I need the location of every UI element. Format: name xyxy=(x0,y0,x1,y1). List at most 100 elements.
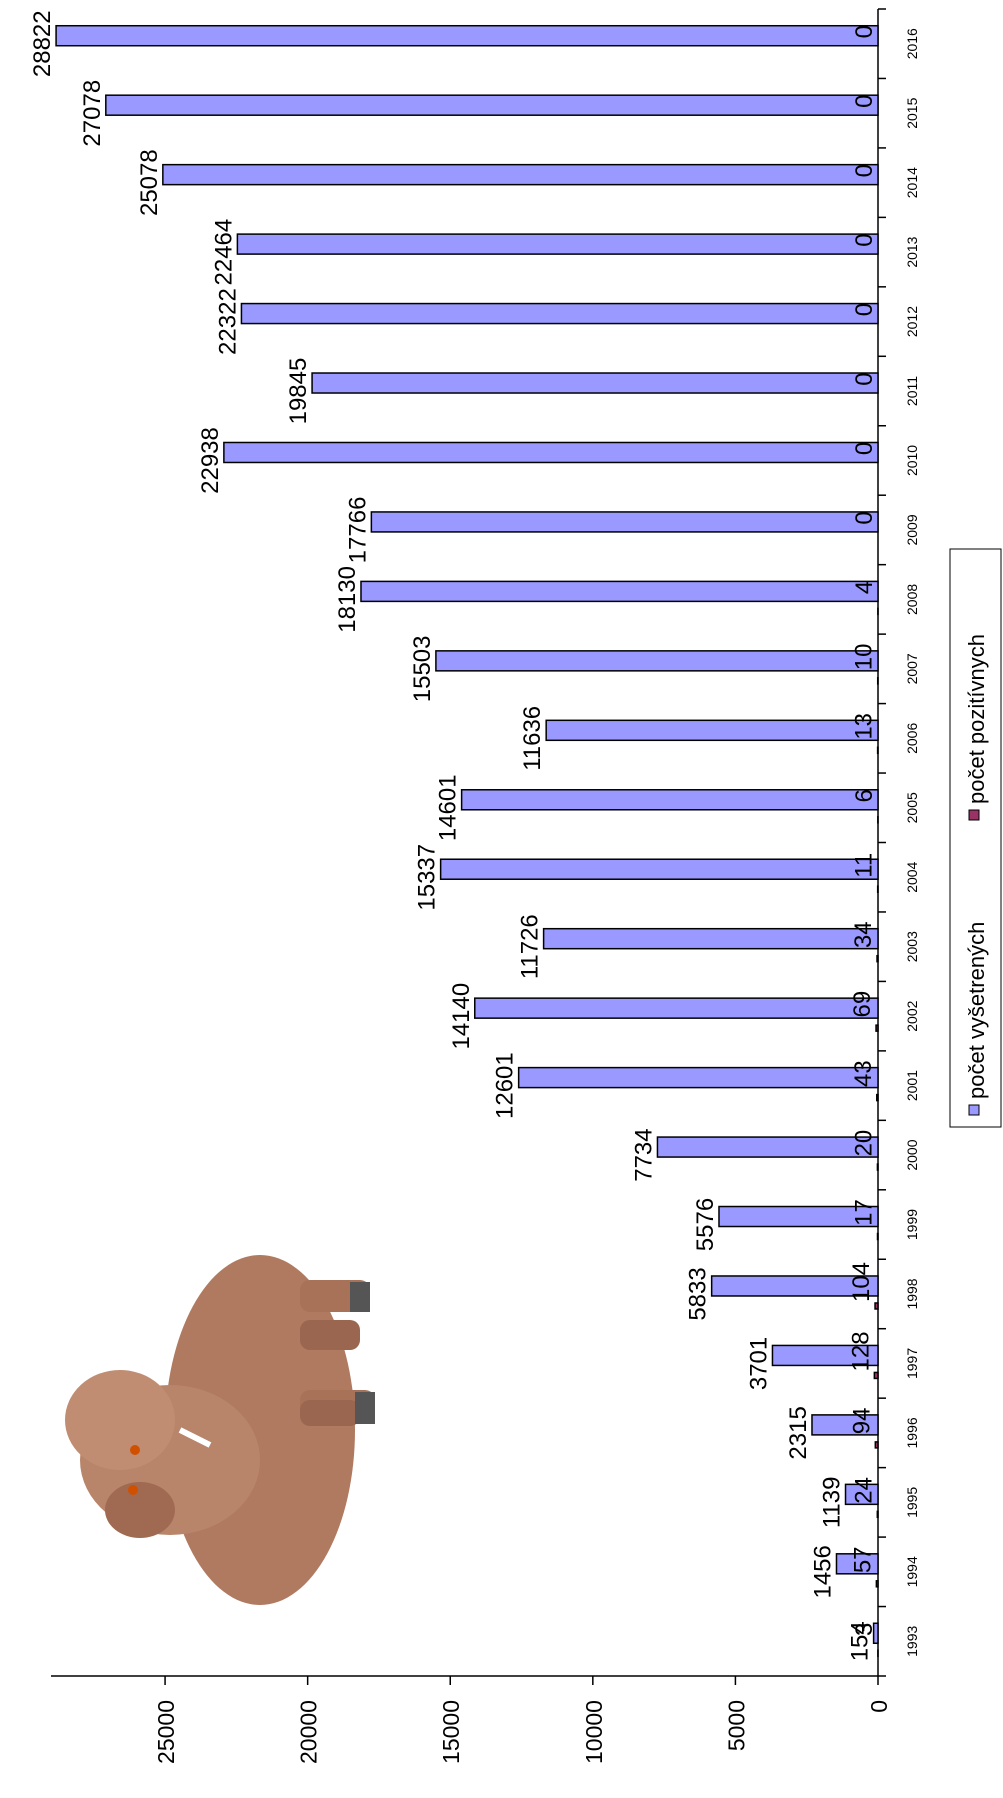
data-label: 14140 xyxy=(448,983,475,1050)
data-label: 5833 xyxy=(685,1267,712,1320)
data-label: 11636 xyxy=(519,706,546,771)
data-label: 14601 xyxy=(435,774,462,841)
y-tick-label: 10000 xyxy=(581,1700,607,1764)
y-tick-label: 15000 xyxy=(438,1700,464,1764)
data-label: 154 xyxy=(847,1621,874,1661)
data-label: 0 xyxy=(851,372,878,385)
bar xyxy=(240,302,879,325)
y-tick-label: 20000 xyxy=(296,1700,322,1764)
data-label: 0 xyxy=(851,233,878,246)
bar xyxy=(370,511,879,533)
data-label: 15337 xyxy=(414,844,441,911)
data-label: 24 xyxy=(850,1477,877,1504)
data-label: 43 xyxy=(850,1060,877,1087)
data-label: 57 xyxy=(849,1546,876,1573)
pig-illustration xyxy=(65,1255,375,1605)
data-label: 17 xyxy=(851,1199,878,1226)
data-label: 0 xyxy=(851,164,878,177)
data-label: 3701 xyxy=(745,1337,772,1390)
data-label: 128 xyxy=(847,1331,874,1371)
bar xyxy=(460,789,879,811)
data-label: 7734 xyxy=(630,1128,657,1181)
x-tick-label: 2001 xyxy=(904,1070,920,1101)
data-label: 34 xyxy=(850,921,877,948)
data-label: 15503 xyxy=(409,635,436,702)
legend-label: počet vyšetrených xyxy=(964,922,989,1099)
x-tick-label: 1997 xyxy=(904,1348,920,1379)
data-label: 0 xyxy=(851,25,878,38)
data-label: 4 xyxy=(851,581,878,594)
data-label: 11726 xyxy=(517,914,544,979)
x-tick-label: 1999 xyxy=(904,1209,920,1240)
data-label: 13 xyxy=(851,713,878,740)
bar xyxy=(710,1275,879,1297)
data-label: 94 xyxy=(848,1408,875,1435)
bar xyxy=(876,1093,879,1102)
data-label: 2315 xyxy=(785,1406,812,1459)
data-label: 22464 xyxy=(210,219,237,286)
data-label: 27078 xyxy=(79,80,106,147)
bar xyxy=(874,1441,879,1449)
bar xyxy=(873,1371,879,1380)
bar xyxy=(876,954,879,963)
x-tick-label: 2010 xyxy=(904,445,920,476)
x-tick-label: 1995 xyxy=(904,1487,920,1518)
data-label: 17766 xyxy=(344,497,371,564)
bar xyxy=(875,1024,879,1032)
bar xyxy=(517,1066,879,1089)
bar xyxy=(55,24,879,47)
bar xyxy=(311,372,879,394)
y-tick-label: 0 xyxy=(866,1700,892,1713)
bar xyxy=(876,1510,879,1519)
x-tick-label: 2016 xyxy=(904,28,920,59)
bar xyxy=(872,1622,879,1645)
data-label: 28822 xyxy=(29,10,56,77)
bar xyxy=(844,1483,879,1506)
data-label: 25078 xyxy=(136,149,163,216)
x-tick-label: 2004 xyxy=(904,861,920,892)
legend-swatch xyxy=(968,809,980,821)
data-label: 0 xyxy=(851,303,878,316)
data-label: 1139 xyxy=(819,1477,846,1529)
data-label: 0 xyxy=(851,442,878,455)
legend-swatch xyxy=(968,1104,980,1116)
data-label: 11 xyxy=(851,853,878,878)
bar xyxy=(718,1205,879,1228)
x-tick-label: 2015 xyxy=(904,97,920,128)
x-tick-label: 2012 xyxy=(904,306,920,337)
bar xyxy=(162,163,879,186)
x-tick-label: 2003 xyxy=(904,931,920,962)
bar xyxy=(435,650,879,672)
x-tick-label: 1998 xyxy=(904,1278,920,1309)
data-label: 18130 xyxy=(334,566,361,633)
data-label: 20 xyxy=(850,1130,877,1157)
bar xyxy=(105,94,879,116)
data-label: 19845 xyxy=(285,358,312,425)
legend-label: počet pozitívnych xyxy=(964,634,989,804)
x-tick-label: 2006 xyxy=(904,723,920,754)
data-label: 12601 xyxy=(492,1052,519,1119)
data-label: 104 xyxy=(848,1262,875,1302)
data-label: 1456 xyxy=(809,1545,836,1598)
x-tick-label: 2008 xyxy=(904,584,920,615)
data-label: 0 xyxy=(851,511,878,524)
bar xyxy=(545,719,879,742)
data-label: 3 xyxy=(851,1623,878,1636)
x-tick-label: 2014 xyxy=(904,167,920,198)
x-tick-label: 1994 xyxy=(904,1556,920,1587)
bar xyxy=(876,1163,879,1171)
y-tick-label: 5000 xyxy=(723,1700,749,1751)
x-tick-label: 1996 xyxy=(904,1417,920,1448)
y-tick-label: 25000 xyxy=(153,1700,179,1764)
bar xyxy=(656,1136,879,1158)
data-label: 69 xyxy=(849,991,876,1018)
x-tick-label: 2013 xyxy=(904,236,920,267)
x-tick-label: 2011 xyxy=(904,376,920,406)
data-label: 0 xyxy=(851,95,878,108)
bar xyxy=(236,233,879,255)
x-tick-label: 2007 xyxy=(904,653,920,684)
legend-box xyxy=(949,548,1002,1128)
data-label: 6 xyxy=(851,789,878,802)
x-tick-label: 2005 xyxy=(904,792,920,823)
